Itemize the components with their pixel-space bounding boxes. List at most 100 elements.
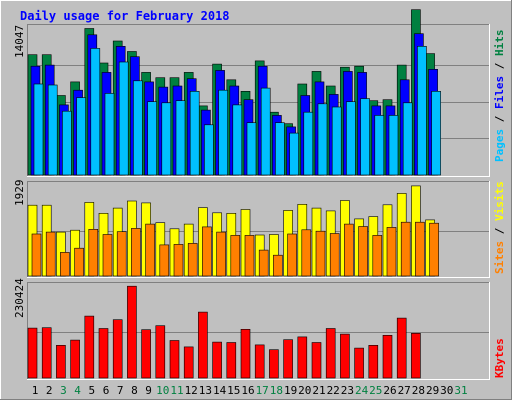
bar-pages-day-20	[303, 111, 314, 176]
bar-sites-day-12	[187, 243, 198, 277]
bar-pages-day-27	[402, 102, 413, 176]
bar-kbytes-day-8	[127, 285, 137, 379]
bar-kbytes-day-9	[141, 329, 151, 379]
bar-pages-day-26	[388, 115, 399, 176]
legend-visits-sites: Sites / Visits	[493, 181, 506, 274]
x-label-day-27: 27	[398, 384, 411, 397]
bar-kbytes-day-10	[155, 325, 166, 379]
legend-hits: Hits	[493, 30, 506, 57]
x-label-day-16: 16	[241, 384, 254, 397]
bar-sites-day-9	[145, 223, 155, 277]
kbytes-ymax-label: 230424	[13, 278, 26, 318]
x-label-day-19: 19	[284, 384, 297, 397]
chart-title: Daily usage for February 2018	[20, 9, 230, 23]
bar-sites-day-23	[344, 223, 354, 277]
x-label-day-7: 7	[117, 384, 124, 397]
bar-pages-day-28	[417, 45, 427, 176]
bar-pages-day-10	[161, 102, 172, 176]
bar-pages-day-11	[175, 100, 186, 176]
bar-pages-day-23	[346, 101, 356, 176]
bar-kbytes-day-23	[340, 333, 350, 379]
x-label-day-15: 15	[227, 384, 240, 397]
bar-sites-day-21	[315, 230, 326, 277]
x-label-day-4: 4	[74, 384, 81, 397]
x-label-day-8: 8	[131, 384, 138, 397]
bar-sites-day-13	[202, 226, 212, 277]
bar-pages-day-6	[104, 93, 115, 176]
legend-visits: Visits	[493, 181, 506, 221]
bar-sites-day-26	[386, 227, 397, 277]
bar-pages-day-13	[204, 124, 214, 176]
bar-kbytes-day-6	[98, 328, 109, 379]
x-label-day-10: 10	[156, 384, 169, 397]
legend-files: Files	[493, 76, 506, 109]
bar-pages-day-2	[47, 84, 58, 176]
bar-kbytes-day-20	[297, 336, 308, 379]
bar-pages-day-24	[360, 98, 370, 176]
bar-pages-day-3	[62, 110, 72, 176]
bar-sites-day-24	[358, 226, 368, 277]
x-label-day-1: 1	[32, 384, 39, 397]
bar-pages-day-14	[218, 89, 228, 176]
bar-kbytes-day-3	[56, 344, 66, 379]
bar-kbytes-day-21	[311, 342, 322, 379]
bar-pages-day-21	[317, 103, 328, 176]
bar-kbytes-day-4	[70, 339, 80, 379]
bar-pages-day-16	[246, 122, 257, 176]
bar-sites-day-18	[273, 254, 283, 277]
bar-sites-day-11	[173, 244, 184, 277]
bar-kbytes-day-14	[212, 341, 222, 379]
bar-sites-day-6	[102, 234, 113, 277]
bar-kbytes-day-15	[226, 342, 237, 379]
bar-kbytes-day-2	[41, 327, 52, 379]
bar-pages-day-5	[90, 48, 101, 176]
bar-pages-day-7	[118, 61, 129, 176]
x-label-day-30: 30	[440, 384, 453, 397]
bar-kbytes-day-16	[240, 328, 251, 379]
kbytes-panel	[27, 282, 490, 380]
x-label-day-29: 29	[426, 384, 439, 397]
x-label-day-11: 11	[170, 384, 183, 397]
bar-pages-day-22	[331, 106, 342, 176]
bar-kbytes-day-28	[411, 332, 421, 379]
x-label-day-26: 26	[383, 384, 396, 397]
bar-kbytes-day-27	[396, 317, 407, 379]
bar-sites-day-25	[372, 235, 383, 277]
bar-sites-day-2	[45, 231, 56, 277]
bar-kbytes-day-12	[183, 346, 194, 379]
x-label-day-6: 6	[103, 384, 110, 397]
bar-sites-day-4	[74, 247, 84, 277]
x-label-day-13: 13	[199, 384, 212, 397]
bar-pages-day-19	[289, 132, 299, 176]
x-label-day-23: 23	[341, 384, 354, 397]
bar-sites-day-20	[301, 229, 312, 277]
bar-pages-day-1	[33, 83, 44, 176]
bar-kbytes-day-13	[198, 311, 208, 379]
legend-pages: Pages	[493, 129, 506, 162]
bar-sites-day-10	[159, 244, 170, 277]
bar-sites-day-29	[429, 222, 439, 277]
bar-pages-day-12	[189, 91, 200, 176]
bar-kbytes-day-17	[254, 344, 265, 379]
x-label-day-9: 9	[145, 384, 152, 397]
x-label-day-12: 12	[185, 384, 198, 397]
x-label-day-24: 24	[355, 384, 369, 397]
x-axis-day-labels: 1 2 3 4 5 6 7 8 9 10 11 12 13 14 15 16 17 18 19 20 21 22 23 24 2…	[32, 384, 468, 397]
x-label-day-5: 5	[88, 384, 95, 397]
bar-pages-day-29	[431, 91, 441, 176]
legend-sep-3: /	[493, 227, 506, 234]
bar-sites-day-19	[287, 233, 297, 277]
bar-kbytes-day-24	[354, 347, 364, 379]
x-label-day-25: 25	[369, 384, 382, 397]
legend-sep-2: /	[493, 62, 506, 69]
bar-pages-day-15	[232, 104, 243, 176]
legend-hits-files-pages: Pages / Files / Hits	[493, 30, 506, 163]
hits-files-pages-panel	[27, 9, 490, 177]
bar-sites-day-1	[31, 233, 42, 277]
bar-sites-day-3	[60, 252, 70, 277]
bar-sites-day-5	[88, 229, 99, 277]
bar-pages-day-17	[260, 87, 271, 176]
visits-ymax-label: 1929	[13, 180, 26, 207]
bar-sites-day-15	[230, 235, 241, 277]
bar-kbytes-day-19	[283, 339, 293, 379]
